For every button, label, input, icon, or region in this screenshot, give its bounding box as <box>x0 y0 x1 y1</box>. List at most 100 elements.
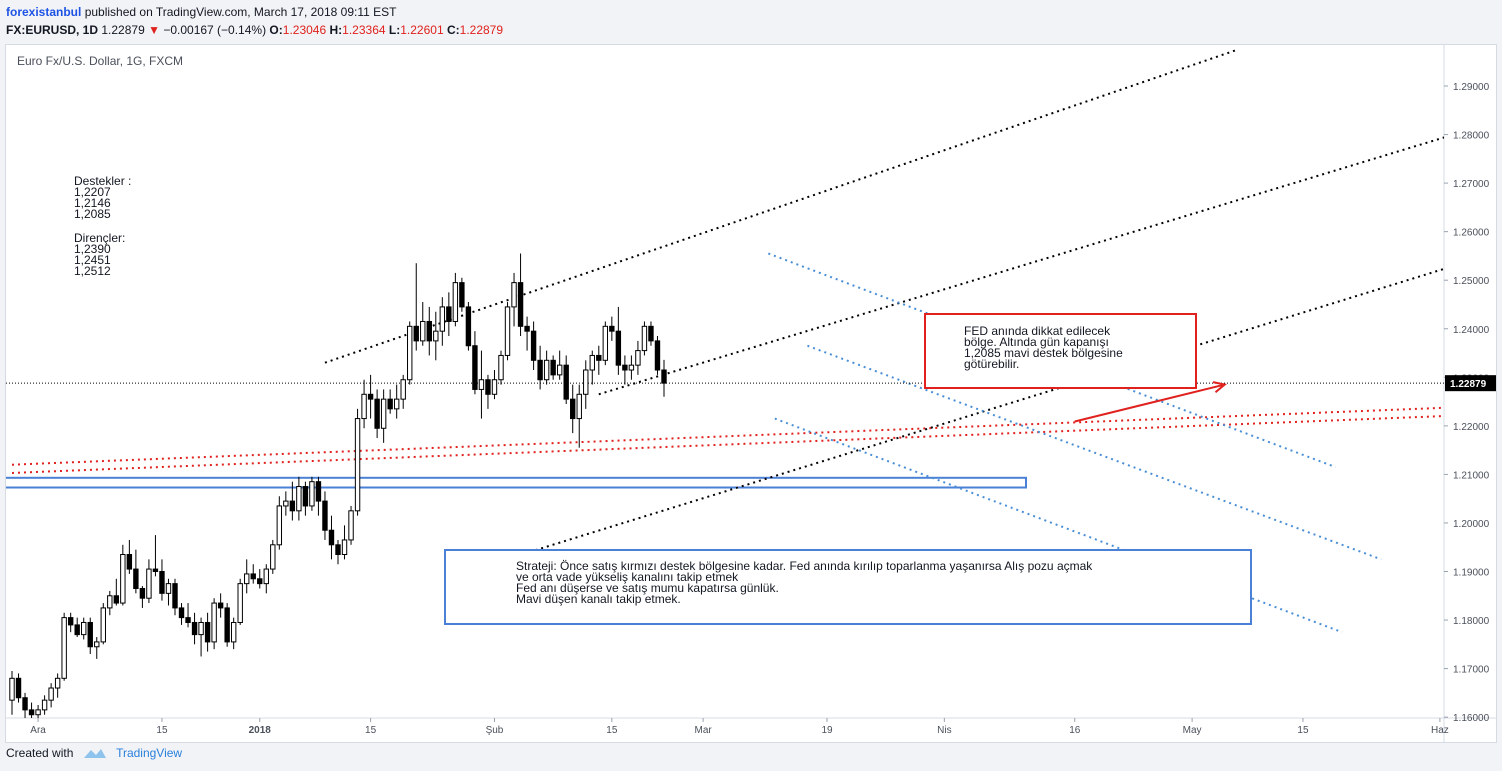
candle-body <box>172 583 178 609</box>
fed-arrow-line <box>1074 383 1225 423</box>
price-tick-label: 1.24000 <box>1453 325 1490 336</box>
high-value: 1.23364 <box>342 23 386 37</box>
price-tick-label: 1.27000 <box>1453 179 1490 190</box>
last-price-badge <box>1445 375 1496 392</box>
candle-body <box>498 354 504 381</box>
candle-body <box>465 306 472 347</box>
candle-body <box>48 687 54 701</box>
candle-body <box>628 364 635 371</box>
candle-body <box>348 510 354 541</box>
candle-body <box>289 500 296 512</box>
low-label: L: <box>388 23 401 37</box>
resistance-level: 1,2512 <box>74 264 111 278</box>
blue-channel-line <box>767 252 1336 469</box>
candle-body <box>504 306 511 356</box>
time-tick-label: Ara <box>30 725 46 736</box>
fed-note-line: götürebilir. <box>964 357 1019 371</box>
candle-body <box>589 354 595 371</box>
support-level: 1,2207 <box>74 185 111 199</box>
candle-body <box>35 709 41 716</box>
price-tick-label: 1.26000 <box>1453 228 1490 239</box>
chart-canvas[interactable]: 1.29000 1.28000 1.27000 1.26000 1.25000 1.240… <box>6 45 1496 742</box>
candle-body <box>133 568 139 589</box>
candle-body <box>328 529 335 546</box>
candle-body <box>661 369 667 384</box>
candle-body <box>335 544 341 556</box>
time-tick-label: 2018 <box>249 725 272 736</box>
candle-body <box>178 607 185 619</box>
candle-body <box>426 320 432 342</box>
candle-body <box>543 359 550 381</box>
candle-body <box>537 359 543 381</box>
candle-body <box>15 677 22 699</box>
strategy-line: ve orta vade yükseliş kanalını takip etm… <box>516 570 739 584</box>
candle-body <box>602 325 609 361</box>
blue-channel-line <box>807 344 1382 561</box>
candle-body <box>139 587 146 599</box>
support-level: 1,2085 <box>74 207 111 221</box>
price-tick-label: 1.18000 <box>1453 616 1490 627</box>
price-tick-label: 1.29000 <box>1453 82 1490 93</box>
candle-body <box>524 325 530 332</box>
candle-body <box>100 607 106 643</box>
candle-body <box>491 379 498 395</box>
candle-body <box>54 677 61 689</box>
candle-body <box>217 602 224 609</box>
strategy-line: Strateji: Önce satış kırmızı destek bölg… <box>516 559 1093 573</box>
candle-body <box>191 621 198 636</box>
time-tick-label: Mar <box>695 725 713 736</box>
candle-body <box>283 500 289 507</box>
footer: Created with TradingView <box>6 746 182 760</box>
chart-panel[interactable]: 1.29000 1.28000 1.27000 1.26000 1.25000 1.240… <box>5 44 1497 743</box>
strategy-line: Fed anı düşerse ve satış mumu kapatırsa … <box>516 581 779 595</box>
candle-body <box>635 350 641 366</box>
candle-body <box>9 677 15 701</box>
candle-body <box>159 571 165 594</box>
candle-body <box>296 486 302 512</box>
candle-body <box>380 398 387 429</box>
ohlc-line: FX:EURUSD, 1D 1.22879 ▼ −0.00167 (−0.14%… <box>6 23 503 37</box>
author-name[interactable]: forexistanbul <box>6 5 82 19</box>
tradingview-brand[interactable]: TradingView <box>116 746 183 760</box>
change-down-icon: ▼ <box>148 23 160 37</box>
candle-body <box>407 325 413 381</box>
candle-body <box>517 282 524 327</box>
price-tick-label: 1.22000 <box>1453 422 1490 433</box>
plot-area <box>6 48 1444 718</box>
candle-body <box>596 354 602 361</box>
low-value: 1.22601 <box>400 23 444 37</box>
candle-body <box>113 595 120 604</box>
candle-body <box>120 554 126 604</box>
fed-note-line: FED anında dikkat edilecek <box>964 324 1111 338</box>
resistance-level: 1,2451 <box>74 253 111 267</box>
fed-note-box <box>924 313 1197 389</box>
candle-body <box>570 398 576 420</box>
candle-body <box>439 306 446 332</box>
close-value: 1.22879 <box>459 23 504 37</box>
candle-body <box>609 325 615 332</box>
publish-line: forexistanbul published on TradingView.c… <box>6 5 396 19</box>
fed-note-line: 1,2085 mavi destek bölgesine <box>964 346 1123 360</box>
candle-body <box>270 544 276 570</box>
candle-body <box>622 364 628 371</box>
fed-note-line: bölge. Altında gün kapanışı <box>964 335 1109 349</box>
candle-body <box>478 379 485 390</box>
time-tick-label: Nis <box>937 725 951 736</box>
candle-body <box>250 573 256 580</box>
candle-body <box>615 330 622 366</box>
time-tick-label: 15 <box>156 725 168 736</box>
candle-body <box>309 481 315 507</box>
candle-body <box>393 398 400 410</box>
candle-body <box>387 398 393 410</box>
black-channel-line <box>324 48 1239 364</box>
tradingview-logo-icon[interactable] <box>83 747 107 759</box>
time-tick-label: 15 <box>606 725 618 736</box>
candle-body <box>550 359 556 376</box>
time-tick-label: Şub <box>486 725 504 736</box>
candle-body <box>374 398 380 429</box>
change-value: −0.00167 (−0.14%) <box>163 23 267 37</box>
last-price: 1.22879 <box>101 23 145 37</box>
candle-body <box>230 621 237 643</box>
candle-body <box>204 621 211 643</box>
price-tick-label: 1.16000 <box>1453 713 1490 724</box>
